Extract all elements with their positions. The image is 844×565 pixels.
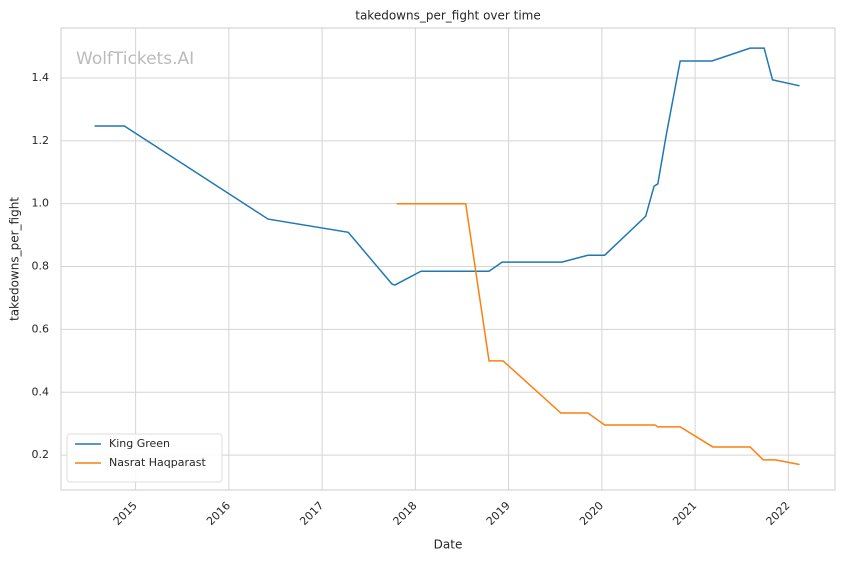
x-tick-label: 2018 — [391, 499, 420, 528]
x-tick-label: 2015 — [111, 499, 140, 528]
y-tick-label: 1.4 — [32, 71, 50, 84]
x-axis-label: Date — [434, 538, 463, 552]
x-tick-label: 2016 — [204, 499, 233, 528]
watermark: WolfTickets.AI — [76, 49, 194, 69]
y-tick-label: 0.2 — [32, 448, 50, 461]
legend-label: Nasrat Haqparast — [109, 456, 206, 469]
legend: King Green Nasrat Haqparast — [66, 433, 223, 483]
y-tick-label: 1.2 — [32, 134, 50, 147]
legend-box — [66, 433, 223, 483]
y-tick-label: 0.4 — [32, 385, 50, 398]
x-tick-label: 2017 — [297, 499, 326, 528]
y-tick-label: 1.0 — [32, 197, 50, 210]
x-tick-label: 2022 — [764, 499, 793, 528]
plot-frame — [60, 27, 836, 491]
x-tick-label: 2021 — [670, 499, 699, 528]
x-tick-label: 2019 — [484, 499, 513, 528]
data-line — [94, 47, 800, 286]
data-line — [396, 202, 800, 466]
y-tick-label: 0.8 — [32, 260, 50, 273]
legend-label: King Green — [109, 437, 170, 450]
chart-title: takedowns_per_fight over time — [355, 9, 541, 23]
y-axis-label: takedowns_per_fight — [8, 197, 22, 321]
x-tick-label: 2020 — [577, 499, 606, 528]
y-tick-label: 0.6 — [32, 322, 50, 335]
